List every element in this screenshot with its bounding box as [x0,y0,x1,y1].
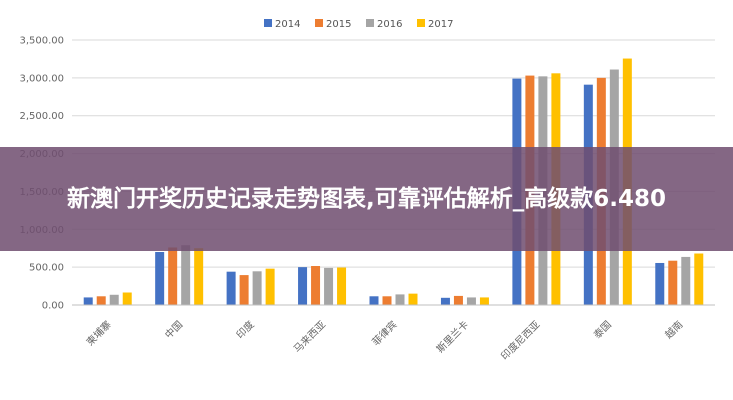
bar-2015-8 [668,260,678,305]
bar-2016-1 [181,245,191,305]
bar-2017-3 [337,267,347,305]
legend-label: 2015 [326,19,351,30]
bar-2016-8 [681,256,691,305]
y-tick-label: 2,500.00 [19,111,64,122]
bar-2017-2 [265,268,275,305]
y-tick-label: 3,500.00 [19,36,64,47]
legend-label: 2014 [275,19,300,30]
bar-2014-5 [440,297,450,305]
bar-2014-4 [369,296,379,305]
y-tick-label: 0.00 [42,301,64,312]
bar-2015-4 [382,296,392,305]
bar-2015-1 [168,247,178,305]
bar-2014-3 [298,267,308,305]
banner-title: 新澳门开奖历史记录走势图表,可靠评估解析_高级款6.480 [67,186,666,212]
bar-2016-5 [466,297,476,305]
bar-2015-5 [453,295,463,305]
legend-label: 2016 [377,19,402,30]
bar-2014-2 [226,271,236,305]
y-tick-label: 3,000.00 [19,73,64,84]
overlay-banner: 新澳门开奖历史记录走势图表,可靠评估解析_高级款6.480 [0,147,733,251]
legend-label: 2017 [428,19,453,30]
bar-2016-2 [252,271,262,305]
bar-2017-5 [479,297,489,305]
legend-swatch-2014 [264,19,272,27]
legend-swatch-2016 [366,19,374,27]
bar-2015-3 [311,266,321,305]
bar-2015-0 [96,296,106,305]
bar-2016-3 [324,267,334,305]
bar-2014-0 [83,297,93,305]
bar-2014-1 [155,252,165,305]
bar-2016-4 [395,294,405,305]
bar-2017-8 [694,253,704,305]
bar-2014-8 [655,262,665,305]
bar-2017-4 [408,293,418,305]
bar-2015-2 [239,275,249,305]
legend-swatch-2017 [417,19,425,27]
bar-2016-0 [109,294,119,305]
bar-2017-0 [122,292,132,305]
bar-2017-1 [194,248,204,305]
legend: 2014 2015 2016 2017 [264,19,453,30]
y-tick-label: 500.00 [29,263,64,274]
legend-swatch-2015 [315,19,323,27]
